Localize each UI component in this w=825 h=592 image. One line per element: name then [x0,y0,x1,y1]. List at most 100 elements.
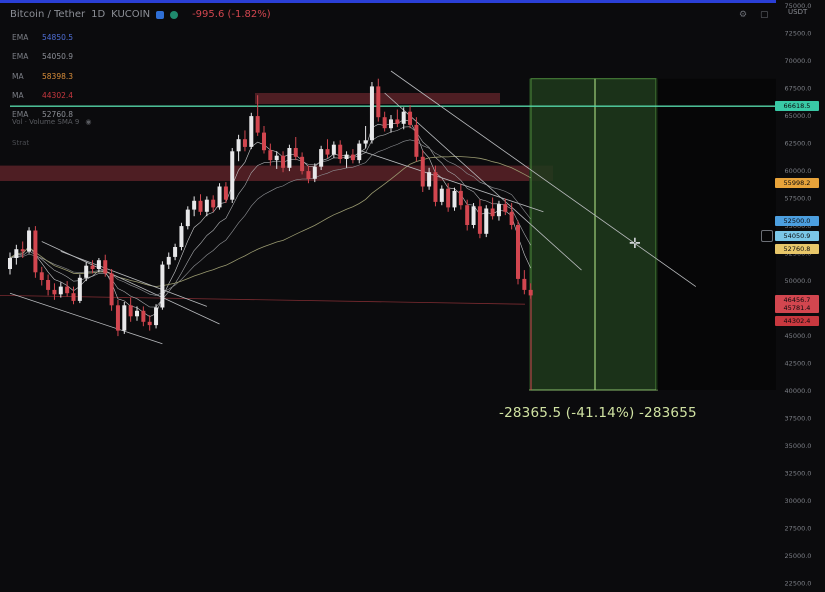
candle [281,155,286,168]
candle [147,321,152,326]
candle [414,124,419,157]
candle [52,289,57,295]
trendline [9,292,163,345]
candle [236,139,241,152]
strategy-row: Strat [12,139,30,147]
ma-slow-line [0,295,526,305]
currency-unit: USDT [788,8,808,16]
indicator-name: MA [12,71,24,81]
projection-shade [656,78,776,390]
y-tick-label: 37500.0 [785,415,812,423]
y-tick-label: 55000.0 [785,222,812,230]
candle [433,172,438,202]
y-tick-label: 25000.0 [785,552,812,560]
candle [427,172,432,187]
candle [84,265,89,278]
candle [179,226,184,247]
indicator-row[interactable]: EMA 54050.9 [12,47,73,66]
candle [128,305,133,317]
indicator-row[interactable]: EMA 52760.8 [12,105,73,124]
candle [14,249,19,258]
candle [357,143,362,161]
price-change: -995.6 (-1.82%) [192,9,271,20]
y-tick-label: 45000.0 [785,332,812,340]
candle [109,273,114,306]
candle [465,205,470,225]
candle [338,144,343,159]
candle [217,186,222,208]
y-tick-label: 22500.0 [785,580,812,588]
moving-average-line [9,155,531,287]
y-tick-label: 35000.0 [785,442,812,450]
symbol-label[interactable]: Bitcoin / Tether [10,9,86,20]
projection-measure-label: -28365.5 (-41.14%) -283655 [499,405,697,421]
eye-icon[interactable]: ◉ [85,118,92,126]
candle [369,86,374,141]
y-tick-label: 27500.0 [785,525,812,533]
price-tag: 55998.2 [775,178,819,189]
y-tick-label: 60000.0 [785,167,812,175]
candle [166,256,171,265]
volume-indicator-row[interactable]: Vol · Volume SMA 9 ◉ [12,118,91,126]
price-tag: 52500.0 [775,215,819,226]
candle [173,247,178,257]
candle [484,208,489,234]
candle [27,230,32,252]
candle [185,209,190,227]
candle [65,286,70,294]
candle [471,206,476,225]
candle [287,148,292,168]
indicator-value: 52760.8 [42,110,74,120]
candle [96,260,101,269]
candle [122,305,127,331]
candle [458,190,463,206]
y-tick-label: 30000.0 [785,497,812,505]
trendline [384,92,582,271]
indicator-legend: EMA 54850.5 EMA 54050.9 MA 58398.3 MA 44302.4 EM… [12,28,73,124]
alert-icon[interactable] [761,230,773,242]
candle [516,225,520,279]
candle [401,111,406,124]
moving-average-line [9,139,531,296]
candle [160,264,165,308]
candle [509,211,514,225]
indicator-value: 54050.9 [42,52,74,62]
candle [204,199,209,212]
candle [300,156,305,172]
candle [408,111,413,125]
candle [249,116,254,147]
chart-header: Bitcoin / Tether 1D KUCOIN -995.6 (-1.82… [10,9,271,20]
candle [242,139,247,147]
interval-label[interactable]: 1D [91,9,106,20]
candle [90,265,95,269]
candle [262,132,266,151]
candle [103,260,108,274]
indicator-row[interactable]: MA 58398.3 [12,67,73,86]
price-tag: 66618.5 [775,101,819,112]
maximize-icon[interactable]: ▢ [760,10,769,20]
candle [71,293,76,301]
price-tag: 45781.4 [775,302,819,313]
trendline [359,149,544,213]
exchange-label: KUCOIN [111,9,151,20]
candle [312,166,317,179]
indicator-row[interactable]: EMA 54850.5 [12,28,73,47]
candle [274,155,279,161]
candle [141,310,146,322]
candle [8,258,12,269]
settings-icon[interactable]: ⚙ [739,10,748,20]
candle [363,140,368,144]
indicator-value: 58398.3 [42,71,74,81]
candle [223,186,228,200]
candle [446,188,451,208]
candle [376,86,381,118]
candle [331,144,336,155]
candle [46,280,51,290]
y-tick-label: 40000.0 [785,387,812,395]
candle [268,150,273,161]
candle [439,188,444,202]
candle [452,190,457,208]
indicator-row[interactable]: MA 44302.4 [12,86,73,105]
price-tag: 52760.8 [775,244,819,255]
